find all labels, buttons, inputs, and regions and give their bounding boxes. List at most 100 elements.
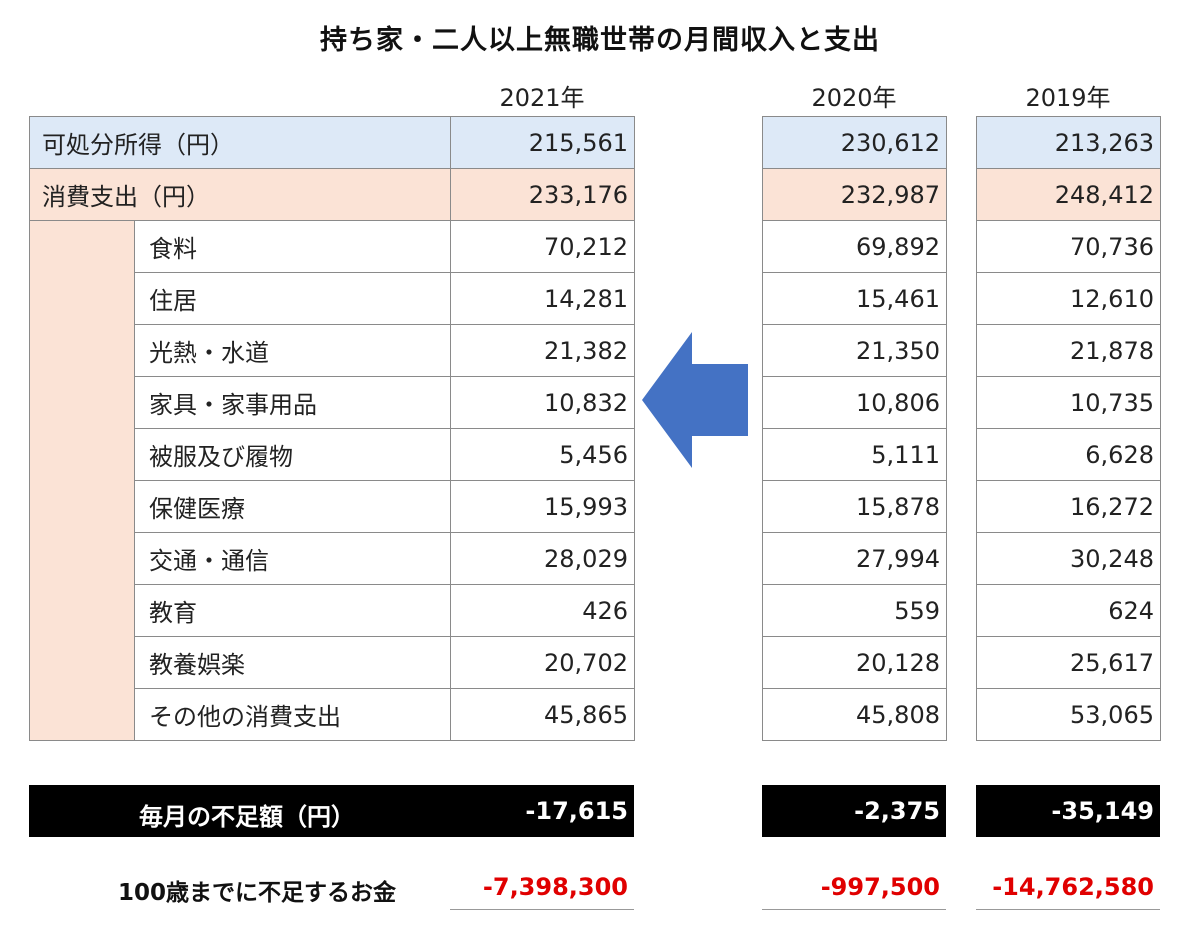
table-row: 10,735 [976,376,1161,429]
year-header-2020: 2020年 [811,84,897,112]
deficit-value-2019: -35,149 [1051,797,1154,825]
table-row: 70,736 [976,220,1161,273]
table-row: 16,272 [976,480,1161,533]
shortfall-value-2020: -997,500 [820,873,940,901]
value-2019: 70,736 [976,220,1161,273]
value-2021: 5,456 [450,428,635,481]
left-arrow-icon [642,332,748,468]
page-title: 持ち家・二人以上無職世帯の月間収入と支出 [320,25,880,56]
category-label: 家具・家事用品 [134,376,451,429]
category-label: その他の消費支出 [134,688,451,741]
table-row: 交通・通信 28,029 [30,532,635,585]
category-label: 教養娯楽 [134,636,451,689]
income-value-2019: 213,263 [976,116,1161,169]
deficit-bar-2019: -35,149 [976,785,1160,837]
underline-2020 [762,909,946,910]
category-label: 住居 [134,272,451,325]
value-2019: 21,878 [976,324,1161,377]
table-row: 5,111 [762,428,947,481]
table-row: 27,994 [762,532,947,585]
value-2020: 559 [762,584,947,637]
value-2019: 624 [976,584,1161,637]
value-2021: 10,832 [450,376,635,429]
underline-2021 [450,909,634,910]
table-row: 21,878 [976,324,1161,377]
category-label: 食料 [134,220,451,273]
deficit-value-2021: -17,615 [525,797,628,825]
value-2019: 16,272 [976,480,1161,533]
income-label: 可処分所得（円） [29,116,451,169]
table-row: 69,892 [762,220,947,273]
value-2019: 6,628 [976,428,1161,481]
value-2021: 21,382 [450,324,635,377]
value-2019: 12,610 [976,272,1161,325]
value-2020: 69,892 [762,220,947,273]
table-row: 15,878 [762,480,947,533]
table-row: 232,987 [762,168,947,221]
table-row: 624 [976,584,1161,637]
value-2021: 45,865 [450,688,635,741]
value-2019: 10,735 [976,376,1161,429]
table-row: 食料 70,212 [29,220,635,741]
value-2020: 5,111 [762,428,947,481]
table-row: 248,412 [976,168,1161,221]
table-row: 213,263 [976,116,1161,169]
value-2020: 15,461 [762,272,947,325]
income-value-2021: 215,561 [450,116,635,169]
shortfall-label: 100歳までに不足するお金 [118,880,397,906]
underline-2019 [976,909,1160,910]
category-label: 交通・通信 [134,532,451,585]
table-row: 20,128 [762,636,947,689]
table-row: 21,350 [762,324,947,377]
year-header-2021: 2021年 [499,84,585,112]
table-row: 30,248 [976,532,1161,585]
table-row: 6,628 [976,428,1161,481]
table-row: 住居 14,281 [30,272,635,325]
table-row: 教養娯楽 20,702 [30,636,635,689]
table-2021: 可処分所得（円） 215,561 消費支出（円） 233,176 食料 70,2… [29,116,635,741]
income-value-2020: 230,612 [762,116,947,169]
spending-value-2021: 233,176 [450,168,635,221]
spending-indent-cell [29,220,135,741]
table-row: 10,806 [762,376,947,429]
table-row: 53,065 [976,688,1161,741]
shortfall-value-2021: -7,398,300 [482,873,628,901]
value-2021: 28,029 [450,532,635,585]
value-2021: 70,212 [450,220,635,273]
table-row: 教育 426 [30,584,635,637]
table-row: 消費支出（円） 233,176 [29,168,635,221]
deficit-label: 毎月の不足額（円） [139,803,355,831]
table-row: その他の消費支出 45,865 [30,688,635,741]
category-label: 光熱・水道 [134,324,451,377]
table-2020: 230,612 232,987 69,892 15,461 21,350 10,… [762,116,947,741]
value-2021: 14,281 [450,272,635,325]
value-2020: 45,808 [762,688,947,741]
deficit-bar-2020: -2,375 [762,785,946,837]
value-2020: 27,994 [762,532,947,585]
value-2020: 15,878 [762,480,947,533]
value-2021: 20,702 [450,636,635,689]
category-label: 保健医療 [134,480,451,533]
table-row: 12,610 [976,272,1161,325]
deficit-value-2020: -2,375 [854,797,940,825]
table-row: 230,612 [762,116,947,169]
value-2019: 53,065 [976,688,1161,741]
value-2019: 30,248 [976,532,1161,585]
deficit-bar-2021: 毎月の不足額（円） -17,615 [29,785,634,837]
shortfall-value-2019: -14,762,580 [992,873,1154,901]
table-row: 可処分所得（円） 215,561 [29,116,635,169]
value-2020: 10,806 [762,376,947,429]
table-row: 25,617 [976,636,1161,689]
category-label: 被服及び履物 [134,428,451,481]
value-2020: 21,350 [762,324,947,377]
spending-label: 消費支出（円） [29,168,451,221]
table-row: 559 [762,584,947,637]
value-2020: 20,128 [762,636,947,689]
table-row: 15,461 [762,272,947,325]
table-2019: 213,263 248,412 70,736 12,610 21,878 10,… [976,116,1161,741]
value-2021: 426 [450,584,635,637]
table-row: 45,808 [762,688,947,741]
table-row: 保健医療 15,993 [30,480,635,533]
year-header-2019: 2019年 [1025,84,1111,112]
value-2021: 15,993 [450,480,635,533]
